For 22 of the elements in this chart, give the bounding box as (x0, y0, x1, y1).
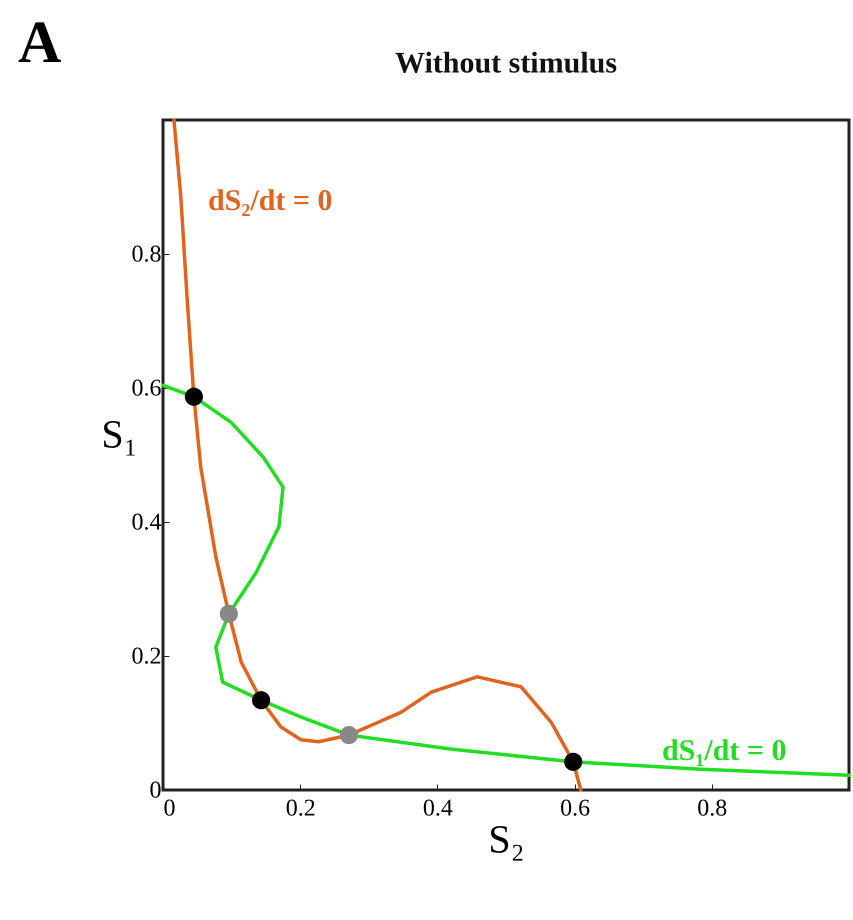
chart-title: Without stimulus (394, 46, 618, 80)
y-tick-label: 0.4 (132, 510, 162, 536)
point (252, 691, 270, 710)
x-tick-label: 0.4 (422, 796, 453, 822)
line-series (161, 384, 851, 778)
annotation: dS₂/dt = 0 (208, 184, 332, 217)
point (184, 388, 203, 406)
text: A (18, 9, 62, 75)
y-tick-label: 0 (150, 778, 162, 804)
y-axis-title: S₁ (101, 412, 138, 456)
x-axis-title: S₂ (488, 816, 525, 862)
x-tick-label: 0.2 (286, 796, 316, 822)
point (220, 604, 238, 623)
point (340, 726, 358, 744)
x-tick-label: 0.6 (560, 796, 590, 822)
y-tick-label: 0.2 (132, 644, 162, 670)
line-series (172, 118, 583, 792)
y-tick-label: 0.6 (132, 376, 162, 402)
y-tick-label: 0.8 (132, 242, 162, 268)
point (564, 752, 582, 771)
annotation: dS₁/dt = 0 (662, 734, 786, 767)
x-tick-label: 0.8 (697, 796, 728, 822)
